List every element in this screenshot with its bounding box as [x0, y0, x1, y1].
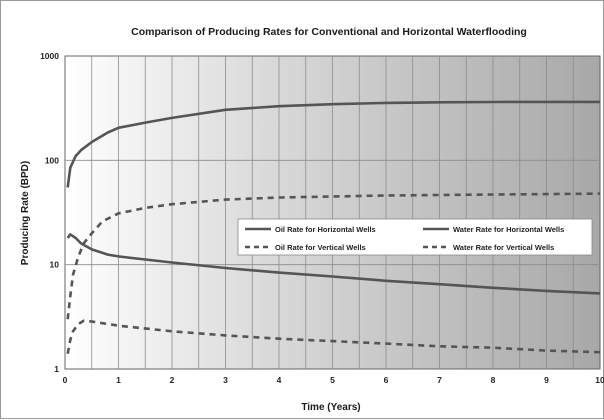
x-tick-label: 8 [491, 375, 496, 385]
y-tick-label: 1000 [40, 51, 59, 61]
series-line-4 [66, 192, 601, 320]
legend-label: Water Rate for Horizontal Wells [453, 225, 564, 234]
x-tick-label: 9 [544, 375, 549, 385]
y-axis-label: Producing Rate (BPD) [20, 161, 31, 265]
x-tick-label: 2 [170, 375, 175, 385]
y-tick-label: 1 [54, 364, 59, 374]
x-tick-label: 7 [437, 375, 442, 385]
x-tick-label: 1 [116, 375, 121, 385]
grid-lines [65, 56, 600, 369]
chart-title: Comparison of Producing Rates for Conven… [131, 26, 527, 38]
series-line-2 [66, 100, 600, 188]
y-tick-label: 10 [50, 260, 60, 270]
x-tick-label: 4 [277, 375, 282, 385]
legend-label: Oil Rate for Horizontal Wells [275, 225, 376, 234]
y-tick-label: 100 [45, 155, 59, 165]
x-tick-label: 10 [595, 375, 604, 385]
legend-box [237, 218, 593, 256]
legend-label: Oil Rate for Vertical Wells [275, 243, 366, 252]
x-tick-label: 3 [223, 375, 228, 385]
series-lines [66, 100, 601, 355]
x-axis-label: Time (Years) [301, 402, 360, 413]
x-tick-label: 5 [330, 375, 335, 385]
series-line-1 [66, 233, 601, 295]
x-tick-label: 0 [63, 375, 68, 385]
legend-label: Water Rate for Vertical Wells [453, 243, 554, 252]
legend: Oil Rate for Horizontal Wells Water Rate … [237, 218, 593, 256]
x-tick-label: 6 [384, 375, 389, 385]
